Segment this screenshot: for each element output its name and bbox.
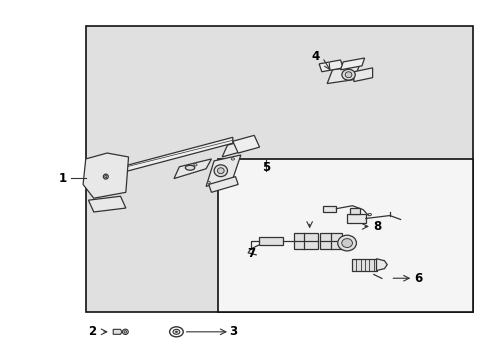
- Polygon shape: [320, 233, 341, 249]
- Ellipse shape: [341, 69, 354, 80]
- Ellipse shape: [193, 164, 197, 166]
- Polygon shape: [352, 259, 376, 271]
- Polygon shape: [208, 177, 238, 192]
- Text: 5: 5: [262, 161, 270, 174]
- Polygon shape: [258, 237, 283, 245]
- Text: 7: 7: [247, 247, 255, 260]
- Polygon shape: [174, 159, 211, 179]
- Polygon shape: [319, 60, 343, 72]
- Polygon shape: [346, 213, 365, 224]
- Ellipse shape: [122, 329, 128, 334]
- Ellipse shape: [337, 235, 356, 251]
- Polygon shape: [349, 208, 360, 213]
- Polygon shape: [113, 329, 122, 334]
- Text: 4: 4: [311, 50, 319, 63]
- Text: 6: 6: [414, 272, 422, 285]
- Ellipse shape: [367, 213, 371, 216]
- Ellipse shape: [103, 174, 108, 179]
- Ellipse shape: [104, 175, 107, 178]
- Text: 2: 2: [88, 325, 96, 338]
- Text: 1: 1: [59, 172, 67, 185]
- Polygon shape: [205, 155, 241, 186]
- Polygon shape: [323, 206, 336, 212]
- Polygon shape: [293, 233, 317, 249]
- Polygon shape: [222, 139, 248, 157]
- Polygon shape: [340, 58, 364, 70]
- Polygon shape: [232, 135, 259, 153]
- Polygon shape: [353, 68, 372, 82]
- Ellipse shape: [217, 168, 224, 174]
- Ellipse shape: [341, 239, 352, 247]
- Polygon shape: [326, 66, 359, 84]
- Ellipse shape: [175, 331, 177, 333]
- Ellipse shape: [214, 165, 227, 177]
- Polygon shape: [83, 153, 128, 198]
- Bar: [86, 26, 472, 312]
- Polygon shape: [88, 196, 125, 212]
- Ellipse shape: [231, 158, 234, 160]
- Ellipse shape: [185, 165, 194, 170]
- Ellipse shape: [173, 329, 180, 334]
- Ellipse shape: [124, 330, 126, 333]
- Text: 8: 8: [372, 220, 381, 233]
- Text: 3: 3: [228, 325, 237, 338]
- Ellipse shape: [345, 72, 351, 78]
- Polygon shape: [376, 259, 386, 271]
- Bar: [217, 158, 472, 312]
- Polygon shape: [99, 137, 232, 179]
- Ellipse shape: [207, 181, 210, 184]
